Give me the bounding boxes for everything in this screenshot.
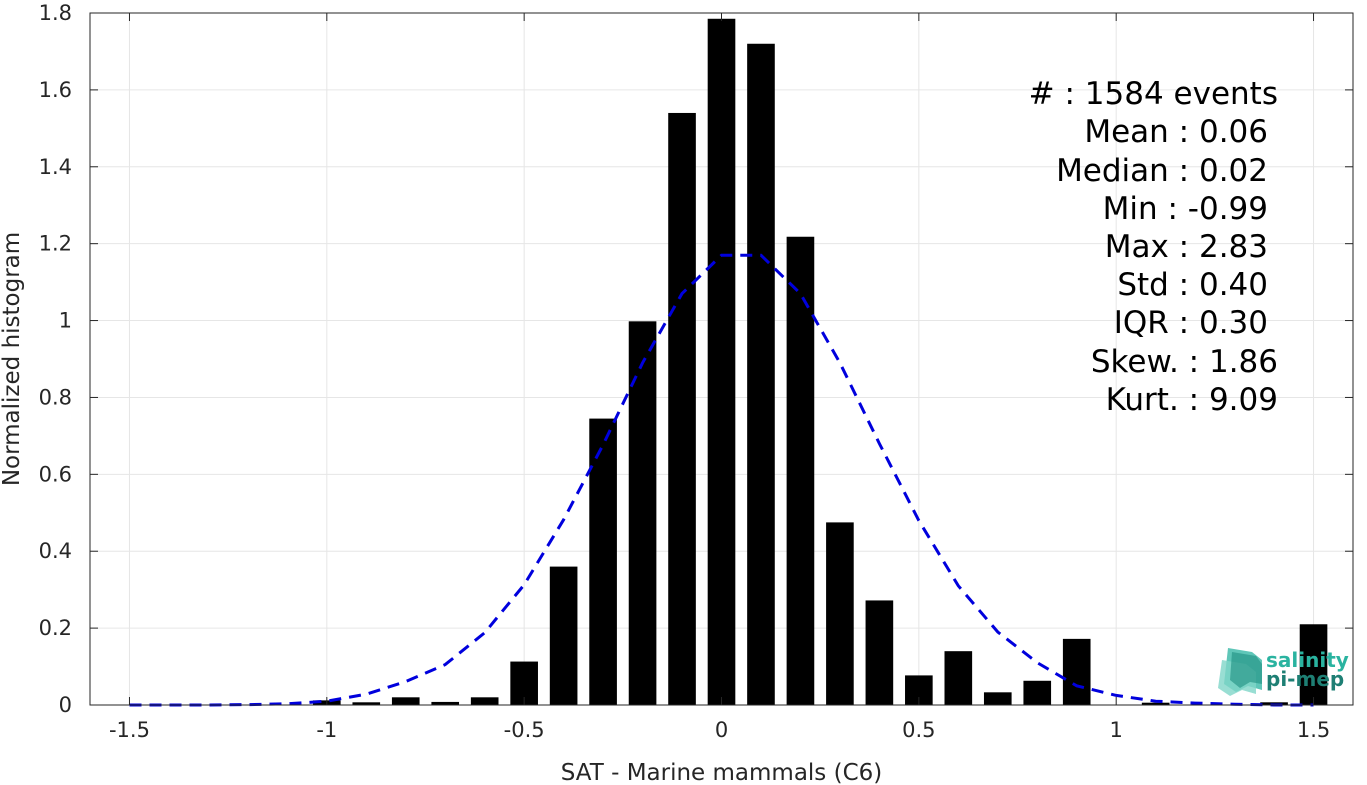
histogram-bar — [352, 702, 381, 705]
x-tick-label: 1 — [1110, 718, 1123, 742]
y-tick-label: 0.4 — [39, 539, 72, 563]
logo-wave-icon — [1218, 648, 1262, 696]
stat-max: Max : 2.83 — [1105, 229, 1268, 265]
histogram-bar — [1023, 680, 1052, 705]
histogram-bar — [470, 697, 499, 705]
stat-skew: Skew. : 1.86 — [1091, 344, 1278, 380]
histogram-bar — [944, 651, 973, 705]
salinity-pi-mep-logo: salinity pi-mep — [1218, 648, 1349, 696]
stat-mean: Mean : 0.06 — [1084, 114, 1268, 150]
x-tick-label: 0.5 — [902, 718, 935, 742]
y-tick-label: 1 — [59, 309, 72, 333]
x-tick-label: -1.5 — [109, 718, 150, 742]
statistics-annotation: # : 1584 events Mean : 0.06 Median : 0.0… — [1029, 76, 1278, 418]
histogram-bars — [312, 18, 1328, 706]
x-tick-label: 1.5 — [1297, 718, 1330, 742]
y-tick-label: 0 — [59, 693, 72, 717]
y-axis-ticks: 0 0.2 0.4 0.6 0.8 1 1.2 1.4 1.6 1.8 — [39, 1, 1353, 717]
histogram-bar — [865, 600, 894, 705]
x-axis-label: SAT - Marine mammals (C6) — [561, 760, 883, 785]
histogram-bar — [707, 18, 736, 706]
histogram-bar — [549, 566, 578, 705]
y-tick-label: 0.6 — [39, 462, 72, 486]
y-tick-label: 0.2 — [39, 616, 72, 640]
stat-count: # : 1584 events — [1029, 76, 1278, 112]
histogram-bar — [668, 112, 696, 705]
histogram-bar — [1062, 638, 1091, 705]
histogram-bar — [431, 701, 460, 705]
logo-text-salinity: salinity — [1266, 648, 1349, 672]
y-tick-label: 1.2 — [39, 232, 72, 256]
histogram-bar — [747, 43, 775, 705]
y-tick-label: 1.8 — [39, 1, 72, 25]
stat-min: Min : -0.99 — [1103, 191, 1268, 227]
y-tick-label: 1.4 — [39, 155, 72, 179]
histogram-bar — [1299, 624, 1328, 705]
histogram-bar — [983, 692, 1012, 705]
y-tick-label: 1.6 — [39, 78, 72, 102]
stat-median: Median : 0.02 — [1056, 153, 1268, 189]
histogram-bar — [589, 418, 617, 705]
histogram-bar — [628, 321, 657, 705]
x-axis-ticks: -1.5 -1 -0.5 0 0.5 1 1.5 — [109, 13, 1330, 742]
x-tick-label: -0.5 — [504, 718, 545, 742]
stat-kurt: Kurt. : 9.09 — [1106, 382, 1278, 418]
normal-fit-curve — [129, 253, 1314, 707]
x-tick-label: -1 — [316, 718, 337, 742]
y-tick-label: 0.8 — [39, 385, 72, 409]
logo-text-pi-mep: pi-mep — [1266, 667, 1344, 691]
histogram-bar — [786, 236, 815, 705]
stat-std: Std : 0.40 — [1117, 267, 1268, 303]
histogram-bar — [391, 697, 420, 705]
y-axis-label: Normalized histogram — [0, 232, 25, 486]
x-tick-label: 0 — [715, 718, 728, 742]
stat-iqr: IQR : 0.30 — [1114, 305, 1268, 341]
histogram-bar — [826, 522, 854, 705]
histogram-bar — [1141, 702, 1170, 705]
